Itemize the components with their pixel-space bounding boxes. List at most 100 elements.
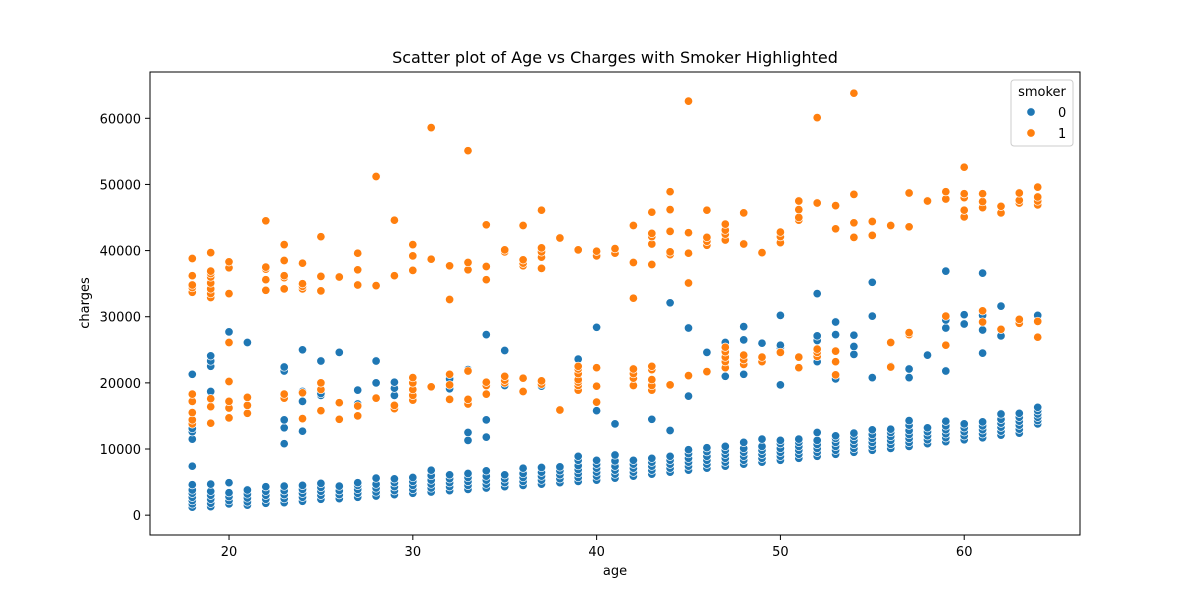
y-tick-label: 50000 xyxy=(100,178,141,193)
data-point-smoker-1 xyxy=(1033,192,1043,202)
data-point-smoker-1 xyxy=(445,394,455,404)
data-point-smoker-0 xyxy=(978,417,988,427)
data-point-smoker-0 xyxy=(978,268,988,278)
data-point-smoker-1 xyxy=(941,187,951,197)
data-point-smoker-0 xyxy=(775,435,785,445)
data-point-smoker-0 xyxy=(739,437,749,447)
data-point-smoker-1 xyxy=(941,311,951,321)
data-point-smoker-0 xyxy=(812,331,822,341)
data-point-smoker-1 xyxy=(279,271,289,281)
data-point-smoker-0 xyxy=(334,481,344,491)
data-point-smoker-1 xyxy=(683,371,694,381)
data-point-smoker-1 xyxy=(536,205,547,215)
data-point-smoker-1 xyxy=(702,232,712,242)
data-point-smoker-1 xyxy=(206,402,216,412)
data-point-smoker-1 xyxy=(739,239,749,249)
data-point-smoker-1 xyxy=(297,258,308,268)
data-point-smoker-0 xyxy=(665,298,675,308)
x-tick-label: 50 xyxy=(772,545,789,560)
data-point-smoker-0 xyxy=(242,485,252,495)
data-point-smoker-0 xyxy=(996,301,1006,311)
data-point-smoker-0 xyxy=(297,480,308,490)
data-point-smoker-0 xyxy=(518,463,528,473)
data-point-smoker-0 xyxy=(757,434,767,444)
data-point-smoker-0 xyxy=(739,322,749,332)
data-point-smoker-1 xyxy=(463,366,473,376)
data-point-smoker-0 xyxy=(794,434,804,444)
data-point-smoker-1 xyxy=(683,248,694,258)
data-point-smoker-1 xyxy=(500,371,510,381)
data-point-smoker-0 xyxy=(849,349,859,359)
legend-marker-0 xyxy=(1026,107,1036,117)
data-point-smoker-1 xyxy=(206,394,216,404)
data-point-smoker-0 xyxy=(500,345,510,356)
data-point-smoker-1 xyxy=(592,363,602,373)
data-point-smoker-0 xyxy=(389,474,399,484)
data-point-smoker-1 xyxy=(573,245,583,255)
data-point-smoker-1 xyxy=(426,382,436,392)
plot-frame xyxy=(149,71,1081,536)
data-point-smoker-0 xyxy=(481,330,491,340)
data-point-smoker-0 xyxy=(316,478,326,488)
data-point-smoker-1 xyxy=(1014,314,1024,324)
data-point-smoker-1 xyxy=(536,376,547,386)
data-point-smoker-1 xyxy=(279,389,289,399)
data-point-smoker-1 xyxy=(408,373,418,383)
data-point-smoker-1 xyxy=(904,222,914,232)
data-point-smoker-1 xyxy=(389,400,399,410)
data-point-smoker-1 xyxy=(316,378,326,388)
data-point-smoker-1 xyxy=(555,405,565,415)
data-point-smoker-1 xyxy=(775,227,785,237)
data-point-smoker-1 xyxy=(794,205,804,215)
data-point-smoker-1 xyxy=(481,220,491,230)
data-point-smoker-1 xyxy=(794,363,804,373)
data-point-smoker-1 xyxy=(812,344,822,354)
data-point-smoker-1 xyxy=(389,215,399,225)
data-point-smoker-1 xyxy=(573,361,583,371)
data-point-smoker-1 xyxy=(592,381,602,391)
data-point-smoker-0 xyxy=(683,323,694,333)
data-point-smoker-0 xyxy=(683,391,694,401)
data-point-smoker-1 xyxy=(353,280,363,290)
data-point-smoker-0 xyxy=(242,337,252,348)
data-point-smoker-0 xyxy=(371,356,381,366)
y-tick-label: 30000 xyxy=(100,311,141,326)
data-point-smoker-0 xyxy=(463,435,473,445)
data-point-smoker-0 xyxy=(279,439,289,449)
data-point-smoker-1 xyxy=(242,392,252,402)
data-point-smoker-1 xyxy=(353,401,363,411)
data-point-smoker-1 xyxy=(261,216,271,226)
data-point-smoker-0 xyxy=(279,362,289,372)
data-point-smoker-0 xyxy=(959,310,969,320)
data-point-smoker-1 xyxy=(1014,188,1024,198)
data-point-smoker-0 xyxy=(261,482,271,492)
data-point-smoker-1 xyxy=(224,413,234,423)
data-point-smoker-1 xyxy=(849,189,859,199)
data-point-smoker-0 xyxy=(665,425,675,436)
data-point-smoker-1 xyxy=(389,271,399,281)
data-point-smoker-1 xyxy=(812,113,822,123)
data-point-smoker-0 xyxy=(665,451,675,461)
x-tick-label: 40 xyxy=(588,545,605,560)
y-tick-label: 60000 xyxy=(100,112,141,127)
x-tick-label: 60 xyxy=(956,545,973,560)
data-point-smoker-1 xyxy=(757,248,767,258)
data-point-smoker-1 xyxy=(831,370,841,380)
data-point-smoker-0 xyxy=(481,466,491,476)
data-point-smoker-1 xyxy=(959,189,969,199)
data-point-smoker-1 xyxy=(886,337,896,348)
data-point-smoker-1 xyxy=(481,275,491,285)
data-point-smoker-1 xyxy=(683,228,694,238)
data-point-smoker-1 xyxy=(353,265,363,275)
data-point-smoker-1 xyxy=(371,393,381,403)
data-point-smoker-1 xyxy=(978,317,988,327)
data-point-smoker-1 xyxy=(996,324,1006,334)
data-point-smoker-1 xyxy=(426,254,436,264)
data-point-smoker-1 xyxy=(628,293,638,303)
data-point-smoker-1 xyxy=(187,271,197,281)
data-point-smoker-1 xyxy=(996,201,1006,211)
data-point-smoker-1 xyxy=(334,398,344,408)
data-point-smoker-0 xyxy=(592,455,602,465)
data-point-smoker-0 xyxy=(812,289,822,299)
data-point-smoker-1 xyxy=(463,257,473,268)
